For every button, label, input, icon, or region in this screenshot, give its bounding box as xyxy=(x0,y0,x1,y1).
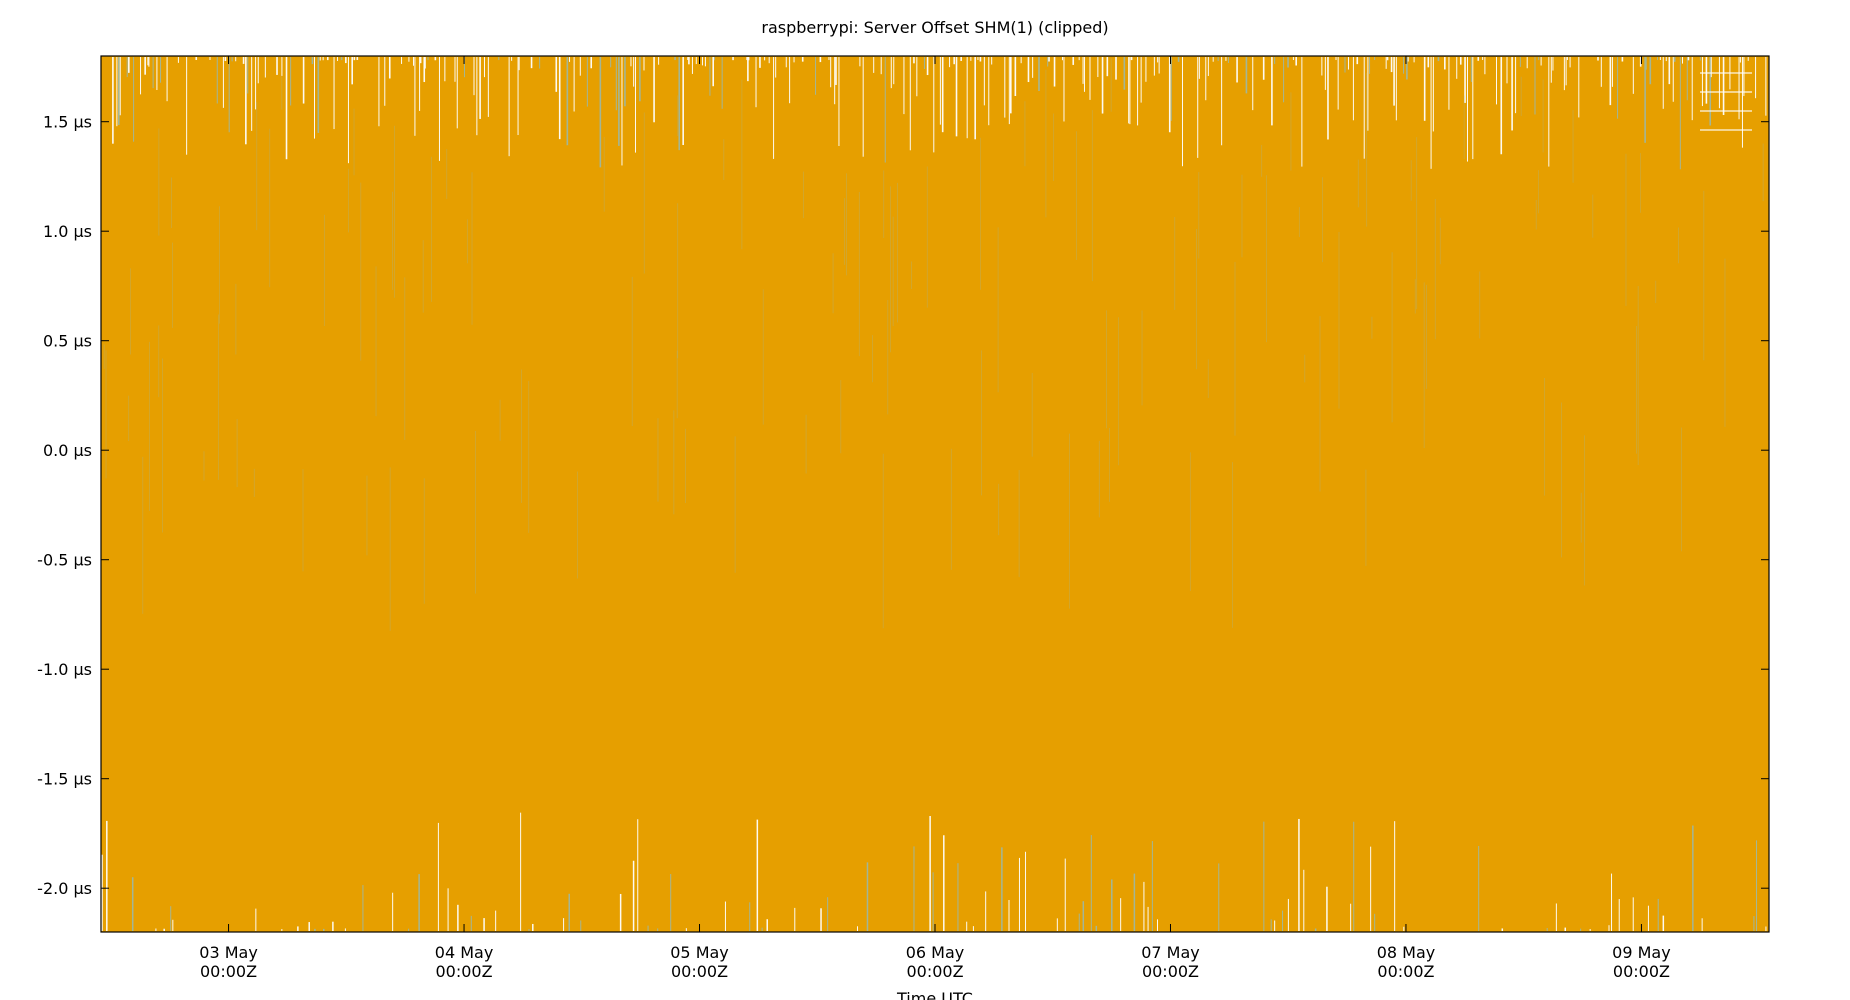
x-tick-label-date: 06 May xyxy=(906,943,965,962)
legend xyxy=(1700,72,1752,131)
x-tick-label-time: 00:00Z xyxy=(200,962,257,981)
y-tick-label: 1.0 µs xyxy=(43,222,92,241)
y-tick-label: 0.0 µs xyxy=(43,441,92,460)
chart-title: raspberrypi: Server Offset SHM(1) (clipp… xyxy=(761,18,1108,37)
x-tick-label-time: 00:00Z xyxy=(1613,962,1670,981)
y-tick-label: -0.5 µs xyxy=(37,551,92,570)
x-tick-label-date: 03 May xyxy=(199,943,258,962)
y-tick-label: -2.0 µs xyxy=(37,879,92,898)
y-axis: 1.5 µs 1.0 µs 0.5 µs 0.0 µs -0.5 µs -1.0 µs -1… xyxy=(37,113,1769,898)
x-tick-label-date: 08 May xyxy=(1377,943,1436,962)
y-tick-label: -1.5 µs xyxy=(37,770,92,789)
x-tick-label-time: 00:00Z xyxy=(435,962,492,981)
data-series-oscillation xyxy=(101,57,1767,931)
x-tick-label-date: 09 May xyxy=(1612,943,1671,962)
y-tick-label: 1.5 µs xyxy=(43,113,92,132)
x-tick-label-time: 00:00Z xyxy=(906,962,963,981)
plot-fill xyxy=(101,56,1769,932)
plot-area xyxy=(100,55,1770,933)
x-tick-label-date: 05 May xyxy=(670,943,729,962)
x-tick-label-time: 00:00Z xyxy=(1377,962,1434,981)
y-tick-label: 0.5 µs xyxy=(43,332,92,351)
y-tick-label: -1.0 µs xyxy=(37,660,92,679)
x-axis-label: Time UTC xyxy=(896,989,973,1000)
x-tick-label-date: 07 May xyxy=(1141,943,1200,962)
x-tick-label-date: 04 May xyxy=(435,943,494,962)
x-tick-label-time: 00:00Z xyxy=(1142,962,1199,981)
x-tick-label-time: 00:00Z xyxy=(671,962,728,981)
